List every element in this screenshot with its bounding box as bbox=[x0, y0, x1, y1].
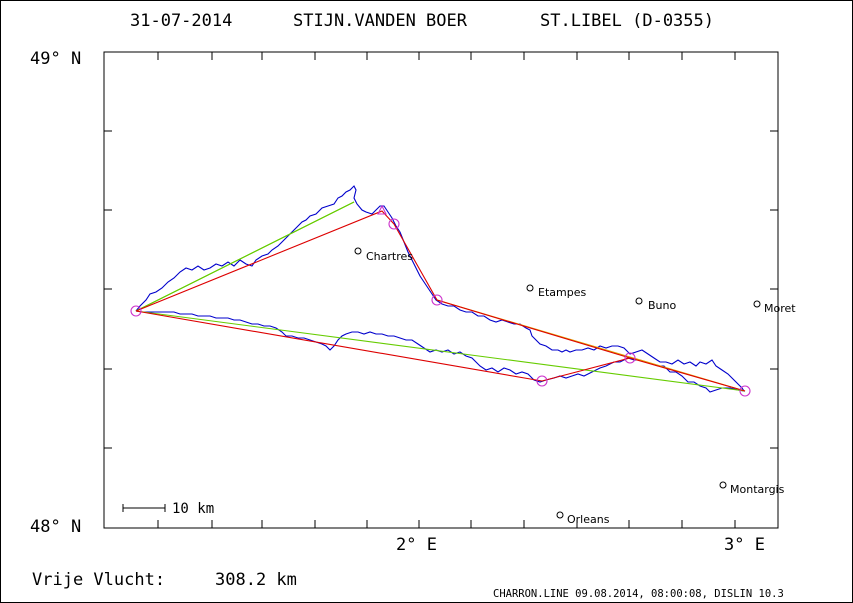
town-marker-montargis bbox=[719, 481, 727, 489]
flight-track bbox=[135, 185, 746, 393]
distance-value: 308.2 km bbox=[215, 570, 297, 590]
town-marker-buno bbox=[635, 297, 643, 305]
optimized-leg-1 bbox=[135, 201, 355, 312]
plot-area bbox=[103, 51, 779, 529]
town-marker-moret bbox=[753, 300, 761, 308]
town-label-montargis: Montargis bbox=[730, 483, 785, 496]
lon-right-label: 3° E bbox=[724, 535, 765, 555]
town-label-chartres: Chartres bbox=[366, 250, 413, 263]
header-glider: ST.LIBEL (D-0355) bbox=[540, 11, 714, 31]
turnpoint-triangle bbox=[377, 204, 387, 215]
lat-bottom-label: 48° N bbox=[30, 517, 81, 537]
turnpoint-2 bbox=[388, 218, 400, 230]
lon-left-label: 2° E bbox=[396, 535, 437, 555]
town-label-etampes: Etampes bbox=[538, 286, 586, 299]
turnpoint-5 bbox=[739, 385, 751, 397]
town-label-orleans: Orleans bbox=[567, 513, 610, 526]
scale-bar bbox=[122, 504, 166, 512]
lat-top-label: 49° N bbox=[30, 49, 81, 69]
towns: Chartres Etampes Buno Moret Montargis Or… bbox=[354, 247, 796, 526]
header-date: 31-07-2014 bbox=[130, 11, 232, 31]
header-pilot: STIJN.VANDEN BOER bbox=[293, 11, 468, 31]
turnpoints bbox=[130, 204, 751, 397]
distance-label: Vrije Vlucht: bbox=[32, 570, 165, 590]
town-label-buno: Buno bbox=[648, 299, 676, 312]
town-marker-etampes bbox=[526, 284, 534, 292]
turnpoint-4 bbox=[624, 352, 636, 364]
turnpoint-start bbox=[130, 305, 142, 317]
town-label-moret: Moret bbox=[764, 302, 796, 315]
task-route bbox=[135, 210, 746, 392]
town-marker-orleans bbox=[556, 511, 564, 519]
scale-bar-label: 10 km bbox=[172, 501, 214, 517]
turnpoint-6 bbox=[536, 375, 548, 387]
turnpoint-3 bbox=[431, 294, 443, 306]
footer-credits: CHARRON.LINE 09.08.2014, 08:00:08, DISLI… bbox=[493, 588, 784, 600]
axis-ticks bbox=[104, 52, 778, 528]
optimized-leg-2 bbox=[135, 310, 746, 392]
town-marker-chartres bbox=[354, 247, 362, 255]
